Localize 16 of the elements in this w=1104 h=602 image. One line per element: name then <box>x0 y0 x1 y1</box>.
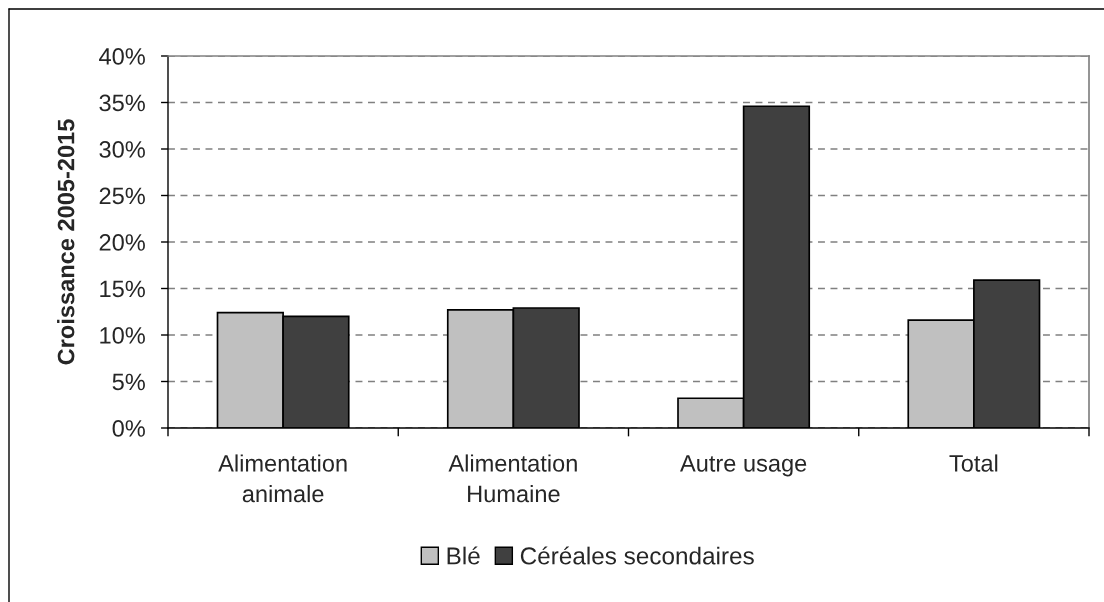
x-tick-label: Autre usage <box>680 455 807 477</box>
y-tick-label: 0% <box>112 420 145 437</box>
x-tick-label: Alimentation Humaine <box>448 454 577 503</box>
y-tick-label: 15% <box>100 280 145 298</box>
x-tick-label: Total <box>949 454 998 472</box>
x-tick-label: Alimentation animale <box>218 454 347 503</box>
y-tick-label: 35% <box>99 94 145 112</box>
legend-label: Céréales secondaires <box>520 546 754 565</box>
y-tick-label: 30% <box>99 141 145 158</box>
legend-label: Blé <box>447 546 480 565</box>
y-axis-title: Croissance 2005-2015 <box>57 119 75 365</box>
y-tick-label: 20% <box>99 234 145 251</box>
y-tick-label: 10% <box>100 327 145 344</box>
y-tick-label: 40% <box>99 48 145 65</box>
y-tick-label: 25% <box>99 187 145 205</box>
y-tick-label: 5% <box>112 373 145 391</box>
